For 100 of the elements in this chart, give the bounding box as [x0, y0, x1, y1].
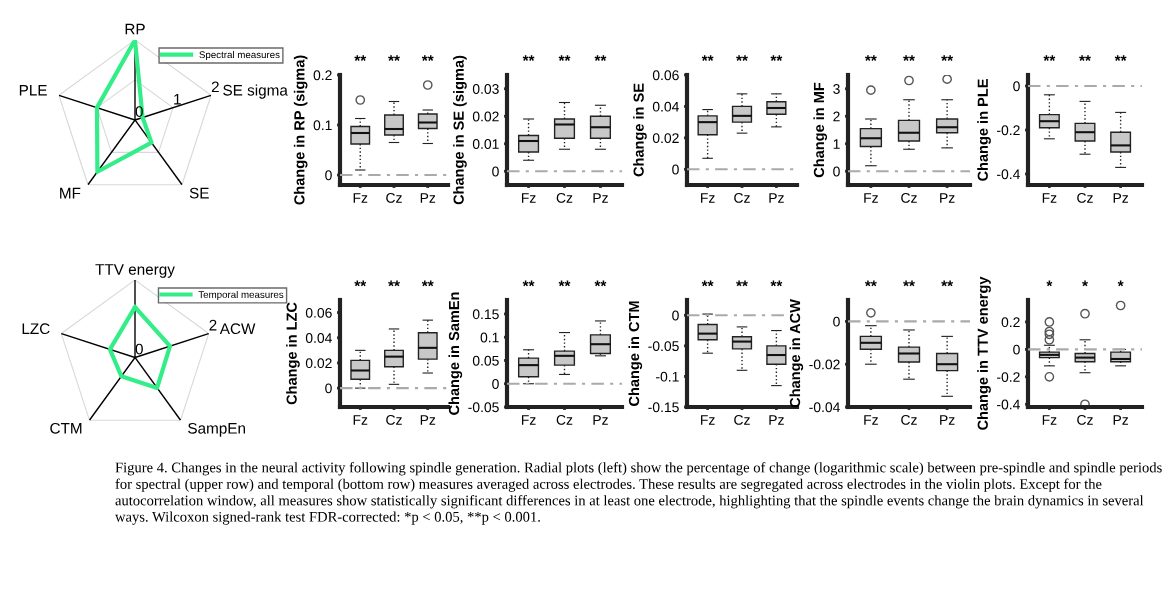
x-tick-label: Cz [386, 193, 402, 203]
y-tick-label: -0.04 [809, 402, 840, 413]
text: ** [594, 280, 607, 287]
text: ** [421, 55, 434, 61]
y-axis-title: Change in SamEn [448, 292, 463, 415]
y-axis-title: Change in ACW [789, 299, 804, 408]
y-tick-label: 0 [325, 383, 332, 394]
spoke-label: ACW [219, 323, 256, 335]
y-tick-label: 0.2 [313, 70, 332, 81]
text: ** [558, 280, 571, 287]
x-tick-label: Cz [734, 415, 750, 425]
spoke-label: SE [189, 187, 209, 199]
x-tick-label: Pz [1113, 193, 1129, 203]
x-tick-label: Cz [1077, 193, 1093, 203]
text: ** [522, 55, 535, 61]
x-tick-label: Cz [386, 415, 402, 425]
y-tick-label: 0.06 [652, 70, 679, 81]
x-tick-label: Fz [864, 415, 878, 425]
y-tick-label: -0.05 [648, 341, 679, 352]
y-axis-title: Change in SE (sigma) [453, 55, 467, 205]
y-tick-label: -0.15 [648, 402, 679, 413]
text: ** [701, 55, 714, 61]
text: ** [864, 280, 877, 287]
y-axis-title: Change in PLE [977, 79, 991, 181]
x-tick-label: Fz [701, 193, 715, 203]
text: ** [354, 280, 367, 287]
y-tick-label: 0 [492, 166, 499, 177]
y-axis-title: Change in SE [633, 83, 647, 177]
text: ** [522, 280, 535, 287]
text: * [1117, 280, 1124, 287]
y-tick-label: 0.1 [480, 332, 499, 343]
text: ** [736, 280, 748, 287]
y-tick-label: 0.03 [472, 84, 499, 94]
text: ** [941, 55, 954, 61]
text: ** [388, 280, 400, 287]
text: ** [388, 55, 400, 61]
x-tick-label: Pz [940, 193, 955, 203]
spoke-label: RP [125, 23, 145, 35]
y-tick-label: 0.04 [305, 333, 332, 343]
y-tick-label: 0.04 [652, 101, 679, 112]
spoke-label: CTM [50, 422, 82, 434]
text: ** [701, 280, 714, 287]
y-tick-label: -0.2 [997, 125, 1020, 136]
y-tick-label: 0 [833, 316, 840, 327]
text: ** [1043, 55, 1056, 61]
legend-label: Temporal measures [198, 290, 284, 300]
text: ** [864, 55, 877, 61]
spoke-label: PLE [19, 85, 47, 96]
text: ** [421, 280, 434, 287]
y-tick-label: -0.4 [997, 169, 1020, 180]
y-tick-label: 0.15 [472, 309, 499, 320]
x-tick-label: Fz [1042, 415, 1057, 425]
x-tick-label: Cz [1077, 415, 1093, 425]
text: ** [354, 55, 367, 61]
x-tick-label: Pz [940, 415, 955, 425]
y-tick-label: 0 [1013, 81, 1020, 92]
x-tick-label: Fz [353, 415, 368, 425]
text: * [1082, 280, 1088, 287]
y-tick-label: -0.4 [997, 399, 1020, 410]
y-tick-label: 3 [833, 84, 840, 94]
spoke-label: SE sigma [223, 84, 288, 99]
y-tick-label: -0.02 [809, 359, 840, 370]
y-tick-label: 1 [174, 93, 181, 105]
x-tick-label: Fz [1042, 193, 1057, 203]
text: ** [736, 55, 748, 61]
y-axis-title: Change in MF [813, 82, 828, 178]
x-tick-label: Pz [593, 415, 608, 425]
y-tick-label: 0 [833, 166, 840, 177]
x-tick-label: Pz [420, 415, 436, 425]
y-tick-label: 2 [833, 111, 840, 122]
x-tick-label: Pz [593, 193, 608, 203]
text: ** [558, 55, 571, 61]
y-tick-label: 0 [1013, 344, 1020, 355]
x-tick-label: Fz [864, 193, 878, 203]
y-tick-label: 0.02 [652, 133, 679, 144]
y-tick-label: 0.02 [472, 111, 499, 122]
y-axis-title: Change in TTV energy [977, 276, 991, 430]
y-tick-label: -0.05 [468, 402, 499, 413]
y-tick-label: 0.01 [472, 139, 499, 149]
y-tick-label: 2 [209, 319, 217, 331]
y-tick-label: 0 [672, 310, 679, 321]
text: ** [1114, 55, 1127, 61]
spoke-label: LZC [22, 323, 50, 335]
text: ** [1079, 55, 1091, 61]
y-tick-label: 0.02 [305, 358, 332, 369]
spoke-label: SampEn [188, 422, 245, 437]
spoke-label: MF [60, 187, 81, 199]
text: ** [903, 55, 915, 61]
x-tick-label: Pz [769, 193, 784, 203]
x-tick-label: Pz [769, 415, 784, 425]
spoke-label: TTV energy [95, 264, 175, 278]
x-tick-label: Cz [734, 193, 750, 203]
legend-label: Spectral measures [199, 50, 280, 61]
y-axis-title: Change in RP (sigma) [293, 55, 308, 205]
text: ** [903, 280, 915, 287]
text: ** [770, 280, 783, 287]
x-tick-label: Cz [901, 193, 917, 203]
y-tick-label: 0 [492, 379, 499, 389]
text: * [1046, 280, 1053, 287]
y-tick-label: 0.06 [305, 307, 332, 318]
